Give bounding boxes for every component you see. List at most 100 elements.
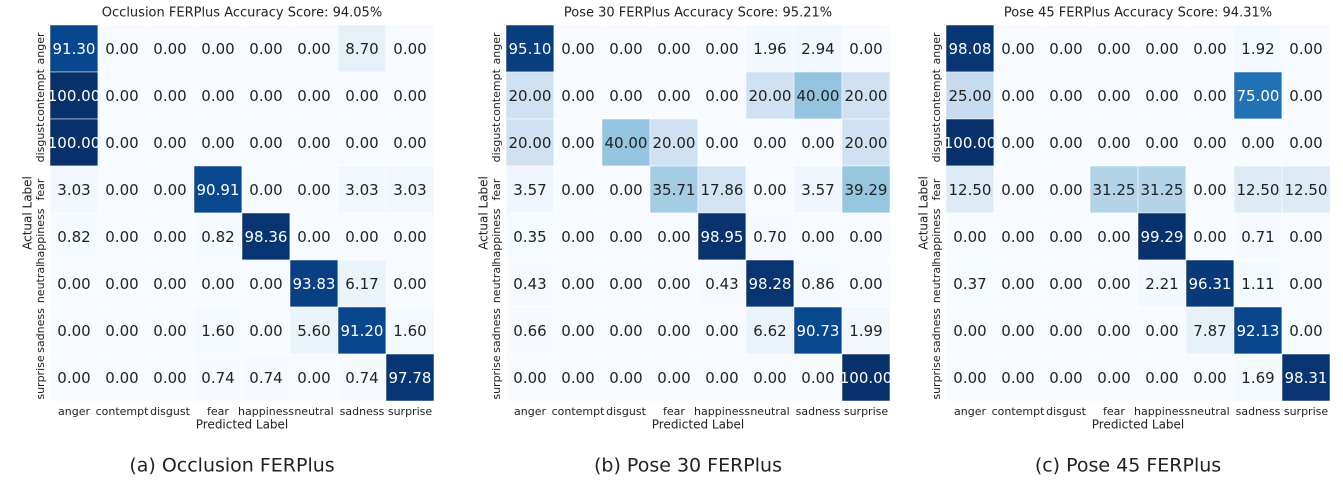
cell-label: 98.28 <box>749 275 792 293</box>
cell <box>1185 306 1235 355</box>
cell-label: 0.00 <box>153 322 186 340</box>
cell-label: 0.00 <box>297 228 330 246</box>
cell <box>1137 306 1187 355</box>
cell-label: 0.00 <box>153 275 186 293</box>
cell-label: 0.00 <box>297 134 330 152</box>
cell <box>553 118 603 167</box>
cell <box>841 165 891 214</box>
cell-label: 0.74 <box>201 369 234 387</box>
cell-label: 100.00 <box>48 134 101 152</box>
cell-label: 98.36 <box>245 228 288 246</box>
cell <box>505 212 555 261</box>
cell-label: 0.00 <box>1049 87 1082 105</box>
cell-label: 0.00 <box>849 40 882 58</box>
cell-label: 90.91 <box>197 181 240 199</box>
cell <box>1089 24 1139 73</box>
cell-label: 0.66 <box>513 322 546 340</box>
cell-label: 12.50 <box>1237 181 1280 199</box>
cell-label: 0.00 <box>561 181 594 199</box>
cell <box>841 353 891 402</box>
cell <box>745 259 795 308</box>
cell-label: 100.00 <box>840 369 893 387</box>
y-tick-label: contempt <box>34 68 47 122</box>
cell <box>505 259 555 308</box>
cell-label: 1.92 <box>1241 40 1274 58</box>
y-tick-label: sadness <box>490 308 503 353</box>
cell-label: 0.00 <box>801 134 834 152</box>
cell-label: 1.96 <box>753 40 786 58</box>
cell-label: 0.00 <box>657 40 690 58</box>
cell-label: 0.74 <box>249 369 282 387</box>
cell <box>385 306 435 355</box>
cell-label: 0.00 <box>753 181 786 199</box>
cell-label: 0.00 <box>57 369 90 387</box>
x-tick-label: sadness <box>1236 405 1281 418</box>
cell-label: 0.00 <box>953 369 986 387</box>
x-tick-label: surprise <box>388 405 433 418</box>
cell <box>97 306 147 355</box>
cell-label: 0.43 <box>513 275 546 293</box>
cell <box>553 353 603 402</box>
cell-label: 0.00 <box>249 40 282 58</box>
cell-label: 0.00 <box>1289 275 1322 293</box>
cell <box>1137 259 1187 308</box>
x-tick-label: sadness <box>340 405 385 418</box>
cell-label: 0.00 <box>1049 181 1082 199</box>
y-tick-label: disgust <box>490 122 503 162</box>
cell <box>193 353 243 402</box>
cell <box>649 353 699 402</box>
cell-label: 0.00 <box>153 369 186 387</box>
cell <box>1281 259 1331 308</box>
cell <box>601 165 651 214</box>
x-tick-label: happiness <box>694 405 750 418</box>
cell-label: 98.95 <box>701 228 744 246</box>
cell-label: 12.50 <box>1285 181 1328 199</box>
y-axis-label: Actual Label <box>21 176 35 250</box>
cell <box>1041 306 1091 355</box>
cell <box>193 118 243 167</box>
cell <box>97 353 147 402</box>
cell <box>745 24 795 73</box>
cell-label: 0.00 <box>153 40 186 58</box>
cell <box>241 306 291 355</box>
cell <box>97 118 147 167</box>
cell-label: 0.00 <box>609 40 642 58</box>
cell <box>193 212 243 261</box>
cell-label: 0.00 <box>705 134 738 152</box>
cell-label: 0.00 <box>297 40 330 58</box>
cell-label: 0.00 <box>561 134 594 152</box>
cell <box>697 24 747 73</box>
cell-label: 35.71 <box>653 181 696 199</box>
cell-label: 0.00 <box>657 369 690 387</box>
cell <box>1233 118 1283 167</box>
cell-label: 0.00 <box>105 275 138 293</box>
y-tick-label: surprise <box>930 355 943 400</box>
cell-label: 75.00 <box>1237 87 1280 105</box>
cell-label: 0.82 <box>201 228 234 246</box>
cell-label: 3.57 <box>801 181 834 199</box>
cell <box>793 306 843 355</box>
cell <box>1089 212 1139 261</box>
cell <box>145 353 195 402</box>
cell-label: 0.00 <box>849 228 882 246</box>
cell-label: 0.00 <box>513 369 546 387</box>
cell <box>1089 259 1139 308</box>
cell-label: 2.21 <box>1145 275 1178 293</box>
cell <box>993 118 1043 167</box>
y-tick-label: neutral <box>34 264 47 303</box>
cell-label: 20.00 <box>749 87 792 105</box>
cell-label: 17.86 <box>701 181 744 199</box>
cell-label: 0.00 <box>1001 275 1034 293</box>
cell-label: 0.35 <box>513 228 546 246</box>
cell <box>601 353 651 402</box>
cell <box>49 24 99 73</box>
x-tick-label: anger <box>954 405 986 418</box>
caption: (a) Occlusion FERPlus <box>129 455 334 477</box>
cell-label: 3.57 <box>513 181 546 199</box>
cell-label: 6.17 <box>345 275 378 293</box>
x-tick-label: contempt <box>96 405 150 418</box>
cell <box>385 71 435 120</box>
cell <box>1233 259 1283 308</box>
cell-label: 0.00 <box>201 87 234 105</box>
cell-label: 12.50 <box>949 181 992 199</box>
